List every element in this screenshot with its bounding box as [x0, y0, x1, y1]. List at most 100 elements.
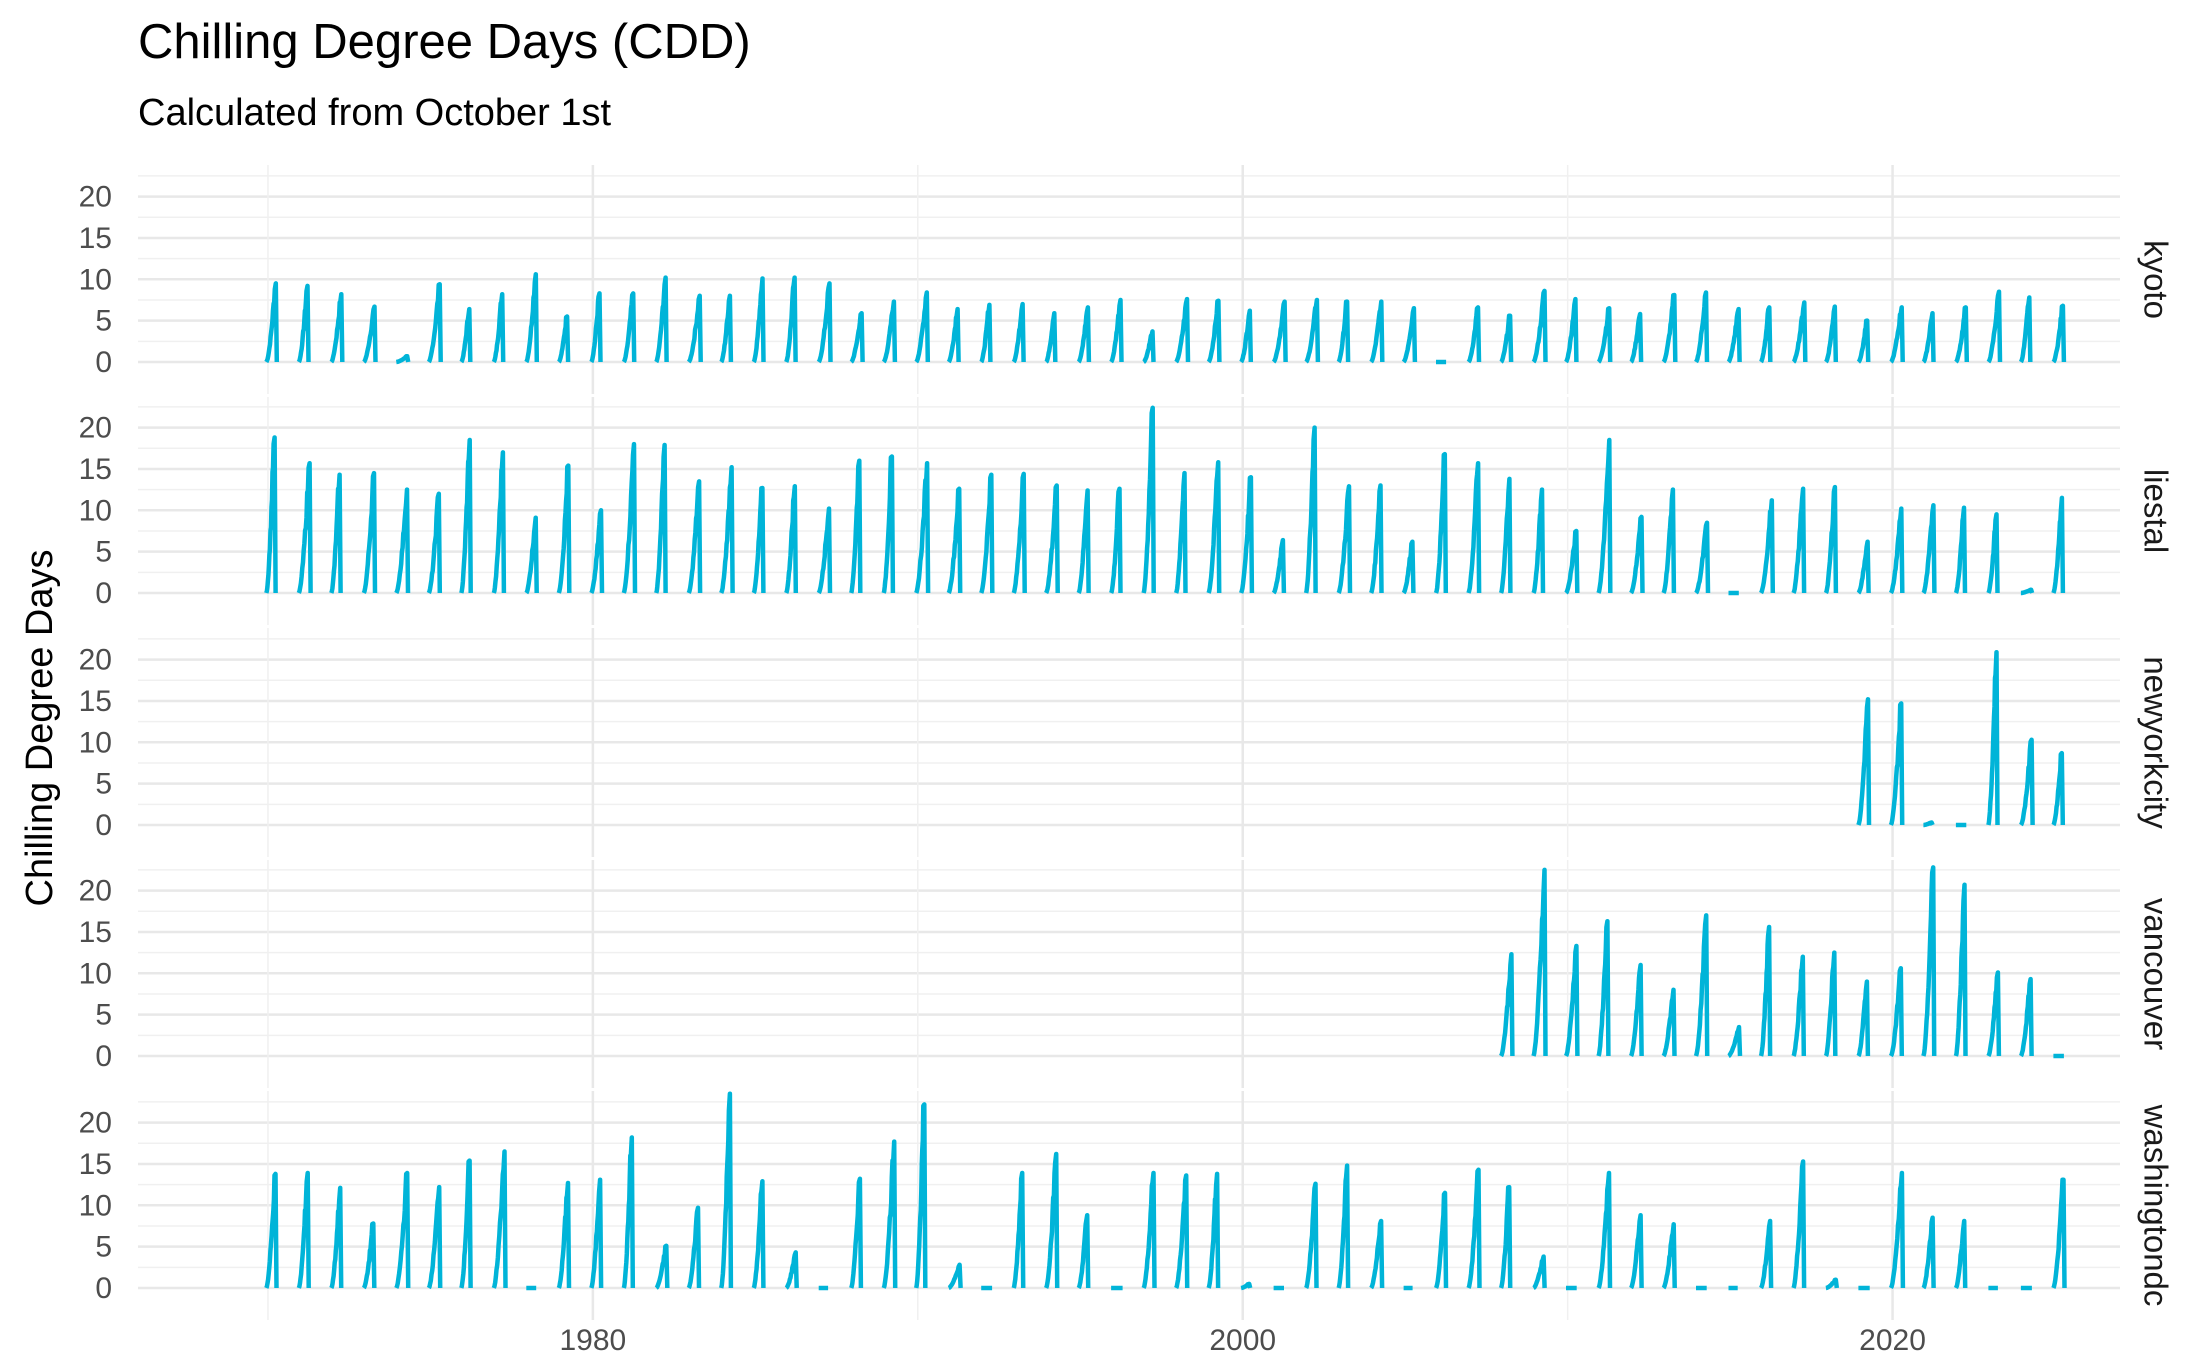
cdd-trace-washingtondc-2012 — [1629, 1212, 1644, 1290]
cdd-trace-washingtondc-2000 — [1239, 1281, 1253, 1291]
facet-label-vancouver: vancouver — [2138, 898, 2175, 1050]
cdd-trace-kyoto-1970 — [264, 281, 280, 364]
cdd-trace-vancouver-2022 — [1953, 882, 1968, 1057]
cdd-trace-washingtondc-2017 — [1791, 1159, 1807, 1289]
cdd-trace-kyoto-1988 — [849, 310, 865, 364]
cdd-trace-washingtondc-2008 — [1498, 1184, 1513, 1289]
cdd-trace-kyoto-2021 — [1921, 310, 1936, 364]
cdd-trace-vancouver-2011 — [1596, 918, 1611, 1057]
cdd-trace-vancouver-2018 — [1823, 950, 1838, 1057]
cdd-trace-liestal-1971 — [296, 460, 313, 594]
cdd-trace-liestal-2006 — [1433, 451, 1449, 594]
cdd-trace-liestal-2020 — [1888, 506, 1905, 595]
cdd-trace-kyoto-1985 — [751, 276, 766, 364]
cdd-trace-washingtondc-2003 — [1336, 1163, 1351, 1289]
cdd-trace-kyoto-1990 — [914, 290, 931, 364]
cdd-trace-liestal-1982 — [654, 442, 668, 594]
cdd-trace-liestal-1979 — [556, 463, 572, 594]
cdd-trace-liestal-2021 — [1921, 503, 1937, 595]
y-tick-label: 15 — [79, 222, 112, 255]
y-tick-label: 20 — [79, 1107, 112, 1140]
cdd-trace-newyorkcity-2024 — [2019, 737, 2035, 827]
y-tick-label: 20 — [79, 875, 112, 908]
cdd-trace-liestal-1978 — [524, 515, 539, 595]
cdd-trace-vancouver-2013 — [1661, 987, 1677, 1058]
cdd-trace-kyoto-1975 — [426, 282, 443, 364]
cdd-trace-kyoto-2002 — [1304, 297, 1321, 364]
cdd-trace-liestal-1992 — [979, 472, 995, 594]
y-tick-label: 10 — [79, 1189, 112, 1222]
cdd-trace-liestal-1997 — [1141, 405, 1156, 594]
y-tick-label: 20 — [79, 412, 112, 445]
cdd-trace-washingtondc-1988 — [849, 1176, 864, 1289]
cdd-trace-washingtondc-1980 — [589, 1177, 604, 1289]
cdd-trace-kyoto-2001 — [1271, 299, 1288, 364]
cdd-trace-liestal-2011 — [1596, 437, 1613, 594]
y-tick-label: 20 — [79, 644, 112, 677]
cdd-trace-kyoto-2011 — [1596, 305, 1613, 364]
axis-layer: 0 5 10 15 20 kyoto 0 5 10 15 20 liestal 0 5 10 15 20 newy… — [79, 181, 2175, 1356]
cdd-trace-kyoto-1996 — [1109, 297, 1124, 364]
cdd-trace-kyoto-1987 — [816, 281, 833, 364]
cdd-trace-kyoto-1994 — [1044, 310, 1058, 364]
cdd-trace-liestal-2009 — [1531, 487, 1546, 594]
y-tick-label: 5 — [95, 768, 112, 801]
cdd-trace-liestal-1973 — [361, 470, 378, 594]
cdd-trace-washingtondc-2018 — [1824, 1277, 1840, 1291]
cdd-trace-kyoto-2005 — [1401, 305, 1418, 364]
cdd-trace-washingtondc-1997 — [1141, 1170, 1157, 1289]
y-tick-label: 20 — [79, 181, 112, 214]
cdd-trace-washingtondc-1970 — [264, 1171, 279, 1289]
cdd-trace-liestal-2010 — [1564, 528, 1580, 595]
cdd-trace-newyorkcity-2025 — [2051, 750, 2066, 827]
cdd-trace-liestal-2002 — [1303, 425, 1318, 594]
cdd-trace-kyoto-1982 — [654, 275, 669, 364]
cdd-trace-liestal-2005 — [1401, 539, 1416, 595]
cdd-trace-newyorkcity-2023 — [1986, 649, 2000, 826]
cdd-trace-liestal-1983 — [686, 479, 703, 594]
cdd-trace-liestal-2014 — [1694, 520, 1711, 595]
x-tick-label: 2000 — [1209, 1324, 1276, 1356]
cdd-trace-liestal-1975 — [426, 491, 443, 594]
y-tick-label: 0 — [95, 1040, 112, 1073]
cdd-trace-washingtondc-2025 — [2051, 1177, 2067, 1289]
cdd-trace-liestal-2012 — [1629, 514, 1645, 595]
cdd-trace-washingtondc-1974 — [394, 1170, 411, 1289]
cdd-trace-kyoto-2007 — [1466, 305, 1482, 364]
cdd-trace-liestal-2024 — [2019, 587, 2035, 596]
y-tick-label: 5 — [95, 536, 112, 569]
cdd-trace-liestal-1989 — [881, 454, 896, 594]
chart-title: Chilling Degree Days (CDD) — [138, 15, 751, 69]
cdd-trace-liestal-1996 — [1109, 486, 1123, 594]
y-tick-label: 0 — [95, 577, 112, 610]
cdd-trace-liestal-1995 — [1076, 488, 1091, 594]
x-tick-label: 1980 — [560, 1324, 627, 1356]
cdd-trace-liestal-2017 — [1791, 486, 1807, 594]
cdd-trace-newyorkcity-2021 — [1921, 820, 1935, 828]
cdd-trace-kyoto-1978 — [524, 272, 540, 364]
cdd-trace-kyoto-2009 — [1531, 288, 1548, 364]
cdd-trace-kyoto-2025 — [2051, 303, 2067, 364]
cdd-trace-vancouver-2008 — [1499, 952, 1515, 1058]
cdd-trace-liestal-2003 — [1336, 484, 1353, 594]
cdd-trace-liestal-2000 — [1238, 474, 1255, 594]
facet-label-kyoto: kyoto — [2138, 240, 2175, 319]
cdd-trace-kyoto-2018 — [1824, 304, 1839, 364]
cdd-trace-washingtondc-2006 — [1433, 1190, 1449, 1289]
y-tick-label: 15 — [79, 1148, 112, 1181]
cdd-trace-liestal-1977 — [491, 450, 507, 594]
cdd-trace-washingtondc-2020 — [1888, 1170, 1906, 1290]
cdd-trace-washingtondc-1975 — [426, 1184, 443, 1290]
cdd-trace-kyoto-1974 — [394, 353, 411, 365]
cdd-trace-washingtondc-1982 — [654, 1243, 670, 1290]
cdd-trace-vancouver-2015 — [1726, 1024, 1743, 1058]
cdd-trace-liestal-2025 — [2051, 495, 2066, 594]
cdd-trace-kyoto-2004 — [1369, 299, 1385, 364]
cdd-trace-liestal-1981 — [621, 441, 638, 594]
cdd-trace-washingtondc-2009 — [1531, 1254, 1547, 1290]
cdd-trace-kyoto-1989 — [881, 299, 898, 364]
cdd-trace-washingtondc-1986 — [784, 1250, 799, 1290]
cdd-trace-washingtondc-2004 — [1369, 1218, 1385, 1290]
y-tick-label: 5 — [95, 305, 112, 338]
